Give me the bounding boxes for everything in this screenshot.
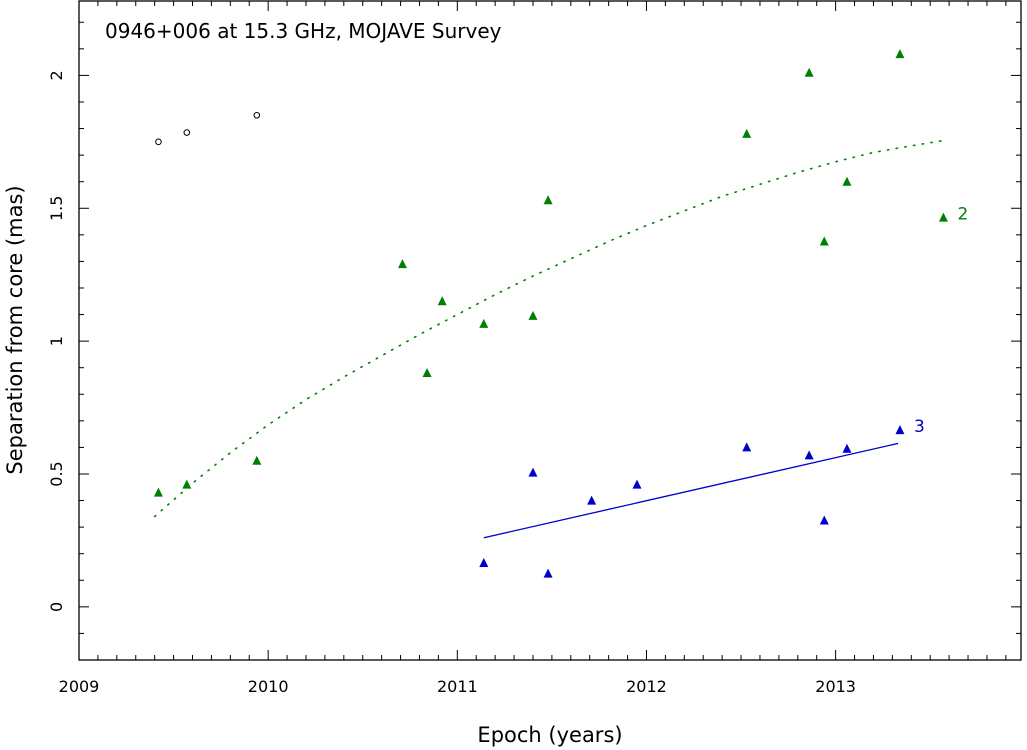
series-label-2: 2: [957, 205, 968, 225]
chart-title: 0946+006 at 15.3 GHz, MOJAVE Survey: [105, 19, 502, 43]
point-component-3: [479, 558, 489, 568]
point-component-2: [543, 195, 553, 205]
point-component-2: [804, 67, 814, 77]
point-component-3: [543, 568, 553, 578]
point-component-2: [437, 296, 447, 306]
x-tick-label: 2009: [59, 677, 100, 696]
y-tick-label: 0.5: [47, 461, 66, 486]
y-tick-label: 2: [47, 70, 66, 80]
point-component-3: [895, 425, 905, 435]
point-component-2: [479, 318, 489, 328]
series-labels: 23: [914, 205, 968, 438]
point-component-3: [842, 443, 852, 453]
point-component-2: [742, 128, 752, 138]
point-component-2: [422, 368, 432, 378]
point-component-2: [397, 259, 407, 269]
point-component-2: [819, 236, 829, 246]
point-component-2: [252, 455, 262, 465]
point-component-2: [153, 487, 163, 497]
y-tick-label: 1.5: [47, 196, 66, 221]
x-axis-title: Epoch (years): [477, 723, 622, 747]
point-component-2: [182, 479, 192, 489]
x-tick-label: 2012: [626, 677, 667, 696]
point-unidentified: [155, 138, 162, 146]
point-unidentified: [253, 111, 261, 119]
x-tick-label: 2011: [437, 677, 478, 696]
y-tick-label: 0: [47, 602, 66, 612]
point-component-3: [819, 515, 829, 525]
point-component-2: [842, 176, 852, 186]
point-unidentified: [183, 129, 191, 136]
point-component-2: [528, 310, 538, 320]
fit-lines: [153, 139, 945, 539]
x-tick-label: 2010: [248, 677, 289, 696]
y-axis-title: Separation from core (mas): [3, 185, 27, 474]
fit-line-2: [153, 139, 945, 518]
x-tick-labels: 2009 2010 2011 2012 2013: [59, 677, 856, 696]
y-tick-label: 1: [47, 336, 66, 346]
series-label-3: 3: [914, 417, 925, 437]
point-component-3: [804, 450, 814, 460]
point-component-2: [895, 49, 905, 59]
plot-frame: [78, 0, 1022, 661]
x-tick-label: 2013: [815, 677, 856, 696]
y-tick-labels: 0 0.5 1 1.5 2: [47, 70, 66, 612]
fit-line-3: [483, 442, 899, 539]
point-component-3: [742, 442, 752, 452]
point-component-3: [587, 495, 597, 505]
point-component-3: [528, 467, 538, 477]
point-component-2: [938, 212, 948, 222]
point-component-3: [632, 479, 642, 489]
data-points: [153, 49, 948, 578]
axis-ticks: [78, 1, 1021, 661]
